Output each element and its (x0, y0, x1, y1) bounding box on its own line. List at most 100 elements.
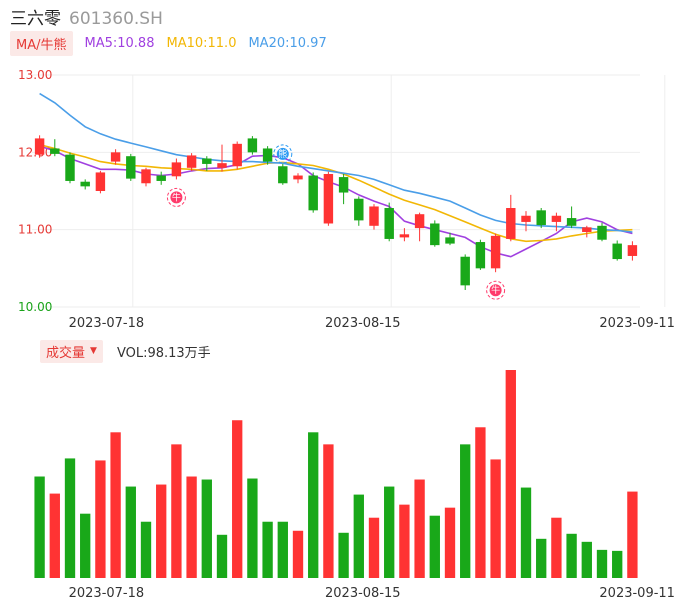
ma5-legend: MA5:10.88 (84, 35, 155, 51)
candle (414, 214, 425, 229)
candle (217, 163, 227, 168)
ma10-legend: MA10:11.0 (166, 35, 237, 51)
candle (126, 156, 136, 179)
volume-bar (414, 479, 425, 578)
badge-dot (489, 284, 502, 297)
badge-dot (276, 147, 289, 160)
candle (338, 177, 349, 193)
ma20-line (39, 92, 633, 233)
candle (95, 172, 106, 191)
ma-toggle-button[interactable]: MA/牛熊 (10, 30, 73, 56)
volume-bar (612, 550, 623, 578)
volume-bar (384, 486, 395, 578)
volume-bar (49, 493, 60, 578)
volume-bar (596, 549, 608, 578)
ma20-legend: MA20:10.97 (248, 35, 327, 51)
candle (445, 237, 455, 244)
candle (475, 242, 486, 269)
volume-bar (216, 534, 228, 578)
volume-bar (201, 479, 212, 578)
candle (521, 215, 531, 222)
candle (536, 210, 546, 226)
badge-ring (166, 187, 186, 207)
candle (171, 162, 182, 177)
candle (293, 175, 303, 180)
volume-bar (429, 515, 440, 578)
volume-bar (536, 538, 547, 578)
candle (247, 138, 258, 153)
volume-bar (34, 476, 45, 578)
y-tick-label: 13.00 (18, 68, 52, 82)
candle (262, 148, 273, 162)
volume-bar (125, 486, 136, 578)
bull-badge: 牛 (486, 280, 506, 300)
volume-legend: 成交量 ▼ VOL:98.13万手 (40, 339, 211, 363)
y-tick-label: 11.00 (18, 223, 52, 237)
volume-bar (110, 432, 121, 578)
volume-bar (323, 444, 334, 578)
candle (50, 148, 60, 154)
candle (369, 206, 379, 226)
candle (278, 166, 288, 184)
candle (141, 169, 151, 184)
volume-bar (353, 494, 364, 578)
candle (384, 208, 394, 239)
badge-label: 熊 (278, 148, 287, 160)
volume-value-label: VOL:98.13万手 (116, 345, 211, 361)
volume-bar (186, 476, 197, 578)
volume-bar (505, 370, 516, 578)
stock-name: 三六零 (10, 9, 61, 29)
bear-badge: 熊 (273, 144, 293, 164)
x-tick-label: 2023-07-18 (69, 316, 145, 331)
candle (566, 218, 577, 226)
volume-bar (80, 513, 91, 578)
badge-label: 牛 (172, 191, 181, 203)
badge-label: 牛 (491, 284, 500, 296)
volume-bar (475, 427, 486, 578)
volume-bar (338, 532, 349, 578)
volume-bar (277, 521, 288, 578)
candle (156, 175, 166, 181)
volume-bar (64, 458, 76, 578)
ma-legend: MA/牛熊 MA5:10.88 MA10:11.0 MA20:10.97 (10, 30, 327, 56)
volume-bar (627, 491, 638, 578)
y-tick-label: 10.00 (18, 300, 52, 314)
volume-bar (566, 533, 577, 578)
candle (597, 225, 607, 240)
x-tick-label: 2023-09-11 (599, 316, 675, 331)
volume-bar (232, 420, 243, 578)
stock-header: 三六零 601360.SH (10, 4, 163, 29)
badge-ring (273, 144, 293, 164)
badge-ring (486, 280, 506, 300)
volume-toggle-label: 成交量 (46, 345, 86, 361)
candle (399, 234, 410, 238)
volume-bar (551, 517, 562, 578)
caret-down-icon: ▼ (90, 346, 97, 356)
volume-bar (399, 504, 410, 578)
volume-bar (95, 460, 106, 578)
ma5-line (39, 145, 633, 258)
candle (34, 138, 45, 155)
volume-bar (460, 444, 471, 578)
candle (308, 175, 318, 211)
candle (506, 208, 516, 239)
bull-badge: 牛 (166, 187, 186, 207)
volume-toggle-button[interactable]: 成交量 ▼ (40, 339, 103, 363)
candle (460, 256, 470, 286)
candle (627, 245, 638, 256)
candle (110, 152, 121, 162)
x-tick-label: 2023-07-18 (69, 586, 145, 601)
volume-bar (140, 521, 152, 578)
x-tick-label: 2023-08-15 (325, 586, 401, 601)
candle (186, 155, 197, 168)
volume-bar (308, 432, 319, 578)
badge-dot (170, 191, 183, 204)
candle (430, 223, 440, 246)
volume-bar (581, 541, 592, 578)
candle (202, 158, 212, 164)
volume-bar (262, 521, 273, 578)
volume-bar (247, 478, 258, 578)
x-tick-label: 2023-09-11 (599, 586, 675, 601)
candle (65, 154, 75, 181)
